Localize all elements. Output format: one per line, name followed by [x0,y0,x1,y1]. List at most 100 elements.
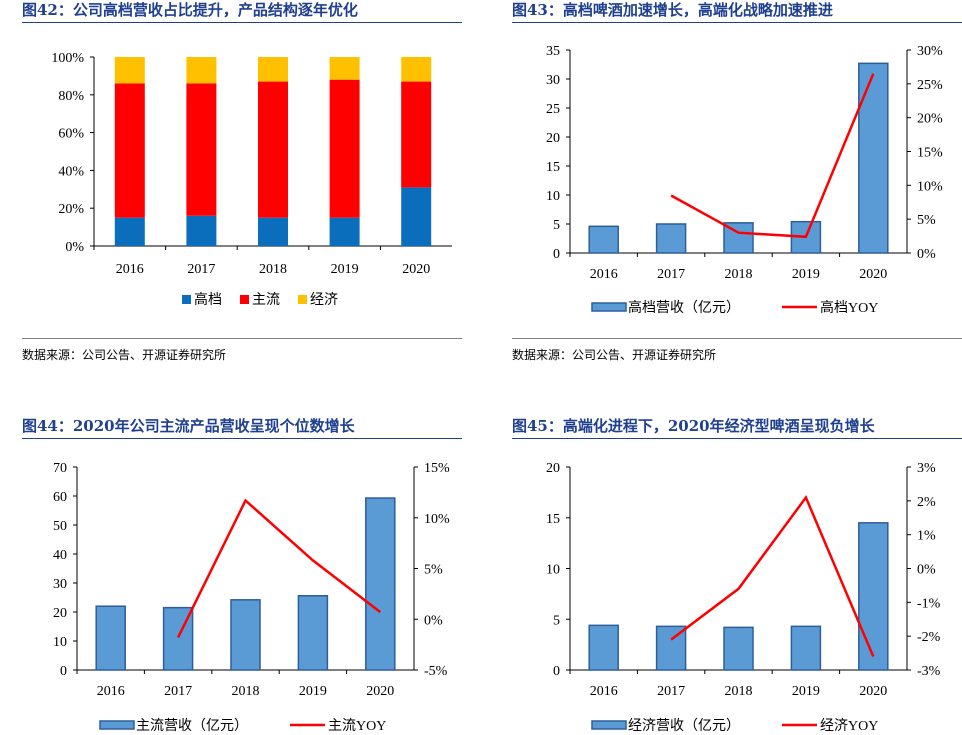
bar-经济-2019 [329,57,360,80]
legend-label-revenue: 高档营收（亿元） [628,299,740,316]
title-rule [22,22,462,23]
legend-label-经济: 经济 [310,292,338,308]
x-tick-label: 2017 [164,684,192,699]
y-tick-label: 25 [546,102,560,117]
x-tick-label: 2019 [331,262,359,277]
y2-tick-label: 10% [424,512,450,527]
panel-econ-growth: 图45：高端化进程下，2020年经济型啤酒呈现负增长 0 5 10 15 20 -3% -2… [512,415,962,734]
legend-label-yoy: 高档YOY [820,299,878,316]
legend-swatch-经济 [298,295,307,304]
y2-tick-label: 3% [917,461,936,476]
y-tick-label: 60% [58,127,84,142]
x-tick-label: 2018 [259,262,287,277]
y-tick-label: 40 [53,548,67,563]
y2-tick-label: 0% [917,247,936,262]
bar-高档-2019 [329,217,360,246]
yoy-line [670,494,875,657]
y-tick-label: 20 [546,131,560,146]
y-tick-label: 0% [65,240,84,255]
y-tick-label: 10 [53,635,67,650]
bar-2019 [297,595,329,671]
bar-经济-2016 [114,57,145,84]
bar-2017 [655,223,687,254]
legend-swatch-高档 [182,295,191,304]
legend-label-yoy: 经济YOY [820,718,878,734]
bar-主流-2020 [401,81,432,188]
panel-main-growth: 图44：2020年公司主流产品营收呈现个位数增长 0 10 20 30 40 50 60 70… [22,415,462,734]
chart-title: 图45：高端化进程下，2020年经济型啤酒呈现负增长 [512,417,875,435]
y-tick-label: 0 [553,664,560,679]
source-rule [512,338,962,339]
bar-主流-2018 [258,81,288,218]
stacked-share-chart: 0% 20% 40% 60% 80% 100% 2016 2017 2018 2019 2020 高档… [51,51,452,308]
y2-tick-label: 10% [917,179,943,194]
bar-经济-2018 [258,57,288,82]
bar-主流-2019 [329,79,360,218]
legend-label-yoy: 主流YOY [328,718,386,734]
title-rule [512,438,962,439]
y2-tick-label: 15% [424,461,450,476]
y-tick-label: 0 [553,247,560,262]
y2-tick-label: -5% [424,664,448,679]
y-tick-label: 15 [546,160,560,175]
x-tick-label: 2018 [725,684,753,699]
bar-2020 [858,522,889,671]
y-tick-label: 10 [546,563,560,578]
bar-主流-2017 [186,83,217,216]
legend-swatch-revenue [591,302,627,312]
x-tick-label: 2018 [232,684,260,699]
bar-2016 [588,624,619,671]
y2-tick-label: 2% [917,495,936,510]
x-tick-label: 2017 [657,684,685,699]
y-tick-label: 50 [53,519,67,534]
y2-tick-label: 0% [424,613,443,628]
bar-经济-2017 [186,57,217,84]
y-tick-label: 30 [546,73,560,88]
y-tick-label: 30 [53,577,67,592]
legend-swatch-主流 [240,295,249,304]
bar-2016 [95,605,126,671]
y-tick-label: 70 [53,461,67,476]
legend-label-高档: 高档 [194,291,222,308]
y2-tick-label: 5% [917,213,936,228]
y2-tick-label: -3% [917,664,941,679]
title-rule [512,22,962,23]
bar-高档-2016 [114,217,145,246]
econ-revenue-chart: 0 5 10 15 20 -3% -2% -1% 0% 1% 2% 3% 2016 2017 2018 201… [546,461,941,734]
bar-2016 [588,225,619,254]
x-tick-label: 2020 [366,684,394,699]
x-tick-label: 2017 [657,267,685,282]
y-tick-label: 5 [553,613,560,628]
y-tick-label: 35 [546,44,560,59]
high-revenue-chart: 0 5 10 15 20 25 30 35 0% 5% 10% 15% 20% 25% 30% 2016 201… [546,44,943,316]
y-tick-label: 100% [51,51,84,66]
x-tick-label: 2020 [402,262,430,277]
y2-tick-label: 30% [917,44,943,59]
y-tick-label: 20% [58,202,84,217]
bar-高档-2020 [401,187,432,246]
bar-2020 [365,497,396,671]
legend-swatch-revenue [591,720,627,730]
x-tick-label: 2016 [590,267,618,282]
y-tick-label: 20 [53,606,67,621]
legend-label-revenue: 主流营收（亿元） [136,718,248,734]
x-tick-label: 2016 [97,684,125,699]
x-tick-label: 2016 [116,262,144,277]
bar-主流-2016 [114,83,145,218]
legend-label-主流: 主流 [252,292,280,308]
bar-2019 [790,625,822,671]
y2-tick-label: 1% [917,529,936,544]
data-source: 数据来源：公司公告、开源证券研究所 [512,348,717,362]
chart-title: 图42：公司高档营收占比提升，产品结构逐年优化 [22,1,358,19]
x-tick-label: 2019 [792,684,820,699]
y-tick-label: 80% [58,89,84,104]
panel-high-growth: 图43：高档啤酒加速增长，高端化战略加速推进 0 5 10 15 20 25 30 35 0% 5… [512,0,962,370]
x-tick-label: 2020 [859,684,887,699]
legend-label-revenue: 经济营收（亿元） [628,718,740,734]
bar-2018 [230,599,261,671]
legend-swatch-revenue [99,720,135,730]
yoy-line [670,73,875,239]
y-tick-label: 10 [546,189,560,204]
y-tick-label: 60 [53,490,67,505]
x-tick-label: 2020 [859,267,887,282]
